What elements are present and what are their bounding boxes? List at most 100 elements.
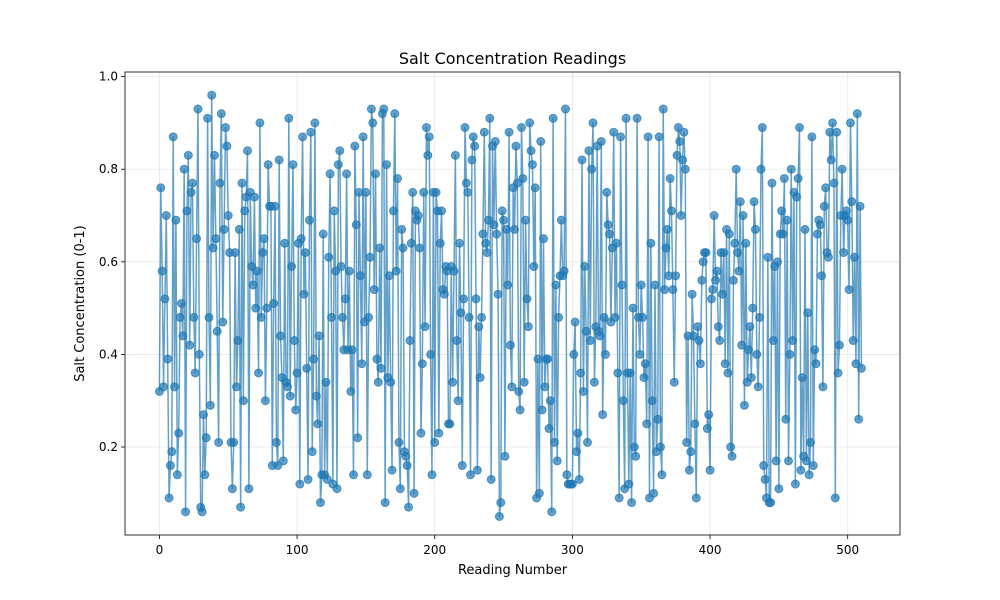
data-point xyxy=(185,340,195,350)
data-point xyxy=(797,373,807,383)
data-point xyxy=(687,289,697,299)
data-point xyxy=(653,414,663,424)
data-point xyxy=(675,136,685,146)
data-point xyxy=(795,123,805,133)
data-point xyxy=(289,336,299,346)
data-point xyxy=(274,155,284,165)
data-point xyxy=(748,303,758,313)
data-point xyxy=(779,173,789,183)
data-point xyxy=(416,428,426,438)
data-point xyxy=(583,437,593,447)
data-point xyxy=(233,336,243,346)
data-point xyxy=(788,336,798,346)
data-point xyxy=(774,484,784,494)
data-point xyxy=(515,405,525,415)
data-point xyxy=(349,470,359,480)
data-point xyxy=(393,173,403,183)
data-point xyxy=(351,220,361,230)
data-point xyxy=(479,127,489,137)
data-point xyxy=(856,363,866,373)
data-point xyxy=(296,234,306,244)
data-point xyxy=(209,150,219,160)
data-point xyxy=(203,113,213,123)
data-point xyxy=(214,437,224,447)
data-point xyxy=(415,243,425,253)
data-point xyxy=(243,146,253,156)
data-point xyxy=(431,187,441,197)
data-point xyxy=(160,294,170,304)
data-point xyxy=(420,322,430,332)
data-point xyxy=(227,484,237,494)
data-point xyxy=(639,373,649,383)
data-point xyxy=(485,113,495,123)
data-point xyxy=(717,289,727,299)
data-point xyxy=(192,234,202,244)
data-point xyxy=(737,340,747,350)
data-point xyxy=(505,340,515,350)
data-point xyxy=(234,224,244,234)
data-point xyxy=(525,118,535,128)
data-point xyxy=(715,336,725,346)
data-point xyxy=(417,359,427,369)
data-point xyxy=(449,266,459,276)
data-point xyxy=(423,150,433,160)
data-point xyxy=(494,511,504,521)
data-point xyxy=(806,437,816,447)
data-point xyxy=(366,104,376,114)
data-point xyxy=(682,437,692,447)
data-point xyxy=(605,229,615,239)
data-point xyxy=(621,113,631,123)
data-point xyxy=(342,169,352,179)
data-point xyxy=(355,271,365,281)
y-tick-label: 0.4 xyxy=(99,347,118,361)
data-point xyxy=(496,498,506,508)
data-point xyxy=(580,261,590,271)
data-point xyxy=(720,359,730,369)
data-point xyxy=(419,187,429,197)
data-point xyxy=(405,336,415,346)
data-point xyxy=(497,206,507,216)
x-tick-label: 400 xyxy=(699,543,722,557)
data-point xyxy=(430,437,440,447)
data-point xyxy=(680,164,690,174)
data-point xyxy=(844,285,854,295)
data-point xyxy=(208,243,218,253)
data-point xyxy=(829,178,839,188)
data-point xyxy=(504,127,514,137)
data-point xyxy=(538,234,548,244)
data-point xyxy=(388,206,398,216)
data-point xyxy=(544,424,554,434)
data-point xyxy=(448,377,458,387)
data-point xyxy=(220,123,230,133)
data-point xyxy=(587,164,597,174)
data-point xyxy=(260,396,270,406)
data-point xyxy=(855,201,865,211)
data-point xyxy=(561,104,570,114)
data-point xyxy=(489,220,499,230)
data-point xyxy=(186,187,196,197)
data-point xyxy=(237,178,247,188)
data-point xyxy=(171,215,181,225)
data-point xyxy=(302,363,312,373)
data-point xyxy=(486,474,496,484)
data-point xyxy=(843,215,853,225)
data-point xyxy=(785,349,795,359)
data-point xyxy=(291,405,301,415)
data-point xyxy=(595,331,605,341)
data-point xyxy=(426,349,436,359)
data-point xyxy=(176,299,186,308)
data-point xyxy=(450,150,460,160)
data-point xyxy=(434,428,444,438)
data-point xyxy=(549,437,559,447)
data-point xyxy=(168,132,178,142)
data-point xyxy=(467,155,477,165)
data-point xyxy=(453,396,463,406)
data-point xyxy=(617,280,627,290)
data-point xyxy=(278,456,288,466)
data-point xyxy=(435,238,445,248)
data-point xyxy=(649,488,659,498)
data-point xyxy=(391,266,401,276)
data-point xyxy=(804,470,814,480)
data-point xyxy=(618,396,628,406)
